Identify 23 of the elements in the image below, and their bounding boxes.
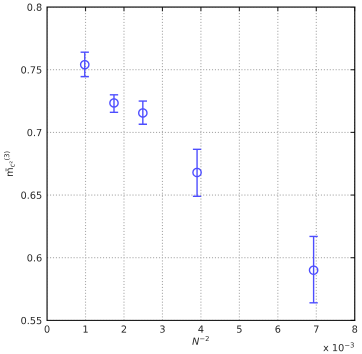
y-tick-label: 0.65: [21, 192, 42, 199]
x-tick-label: 3: [160, 325, 165, 333]
y-tick-label: 0.55: [21, 316, 42, 324]
x-tick-label: 2: [122, 325, 126, 333]
y-tick-label: 0.6: [27, 254, 42, 262]
x-tick-label: 5: [237, 326, 242, 333]
x-tick-label: 6: [275, 325, 280, 333]
point: [192, 168, 202, 178]
x-tick-label: 8: [352, 325, 358, 333]
x-tick-label: 0: [44, 325, 50, 333]
x-tick-label: 1: [84, 326, 88, 333]
x-axis-title: N$^{−2}$: [192, 336, 209, 345]
text: x 10$^{−3}$: [323, 342, 354, 352]
y-tick-label: 0.7: [27, 128, 42, 136]
y-axis-title: m̄$_{c²}$$^{(3)}$: [4, 151, 15, 176]
point: [109, 98, 119, 108]
point: [138, 108, 148, 118]
point: [80, 60, 90, 70]
x-tick-label: 4: [198, 326, 204, 333]
y-tick-label: 0.8: [27, 4, 42, 11]
x-tick-label: 7: [314, 326, 319, 333]
y-tick-label: 0.75: [21, 66, 42, 74]
point: [308, 265, 318, 276]
